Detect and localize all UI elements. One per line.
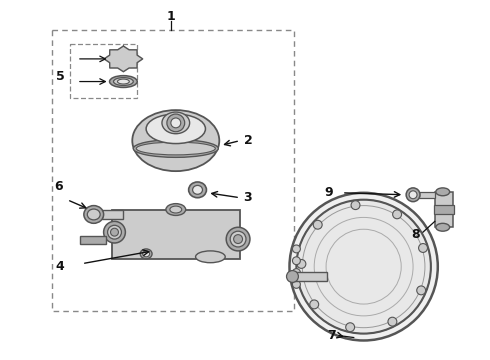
Ellipse shape bbox=[132, 110, 220, 171]
Circle shape bbox=[293, 280, 300, 288]
Circle shape bbox=[406, 188, 420, 202]
Circle shape bbox=[392, 210, 401, 219]
Ellipse shape bbox=[133, 140, 219, 157]
Ellipse shape bbox=[146, 114, 205, 144]
Circle shape bbox=[313, 220, 322, 229]
Text: 1: 1 bbox=[167, 10, 175, 23]
Ellipse shape bbox=[189, 182, 206, 198]
Ellipse shape bbox=[118, 79, 129, 84]
Ellipse shape bbox=[136, 142, 215, 155]
Circle shape bbox=[297, 260, 306, 268]
Ellipse shape bbox=[140, 249, 152, 259]
Bar bbox=[101, 210, 123, 219]
Text: 5: 5 bbox=[56, 70, 65, 83]
Circle shape bbox=[409, 191, 417, 199]
Ellipse shape bbox=[108, 225, 122, 239]
Ellipse shape bbox=[436, 223, 450, 231]
Circle shape bbox=[293, 245, 300, 253]
Circle shape bbox=[171, 118, 181, 128]
Circle shape bbox=[416, 286, 426, 295]
Text: 2: 2 bbox=[244, 134, 252, 147]
Text: 3: 3 bbox=[244, 191, 252, 204]
Ellipse shape bbox=[114, 78, 133, 85]
Polygon shape bbox=[104, 46, 143, 72]
Ellipse shape bbox=[166, 204, 186, 215]
Ellipse shape bbox=[87, 209, 100, 220]
Ellipse shape bbox=[162, 112, 190, 134]
Text: 4: 4 bbox=[56, 260, 65, 273]
Ellipse shape bbox=[196, 251, 225, 263]
Ellipse shape bbox=[170, 206, 182, 213]
Ellipse shape bbox=[230, 231, 246, 247]
Ellipse shape bbox=[84, 206, 103, 223]
Text: 7: 7 bbox=[327, 329, 335, 342]
Ellipse shape bbox=[234, 235, 243, 243]
Bar bbox=[70, 44, 137, 98]
Circle shape bbox=[310, 300, 318, 309]
Bar bbox=[52, 30, 294, 311]
Circle shape bbox=[296, 200, 431, 334]
Bar bbox=[435, 192, 453, 227]
Circle shape bbox=[293, 257, 300, 265]
Ellipse shape bbox=[103, 221, 125, 243]
Ellipse shape bbox=[436, 188, 450, 196]
Circle shape bbox=[293, 269, 300, 276]
Bar bbox=[112, 210, 240, 259]
Text: 8: 8 bbox=[412, 228, 420, 240]
Circle shape bbox=[167, 114, 185, 132]
Ellipse shape bbox=[111, 228, 119, 236]
Ellipse shape bbox=[143, 251, 149, 257]
Ellipse shape bbox=[226, 227, 250, 251]
Bar bbox=[293, 271, 327, 282]
Ellipse shape bbox=[110, 76, 137, 87]
Text: 6: 6 bbox=[54, 180, 62, 193]
Circle shape bbox=[290, 193, 438, 341]
Bar bbox=[80, 236, 106, 244]
Ellipse shape bbox=[193, 185, 202, 194]
Bar bbox=[434, 204, 454, 215]
Text: 9: 9 bbox=[325, 186, 333, 199]
Circle shape bbox=[418, 244, 427, 252]
Bar bbox=[419, 192, 435, 198]
Circle shape bbox=[346, 323, 355, 332]
Ellipse shape bbox=[287, 271, 298, 282]
Circle shape bbox=[388, 317, 397, 326]
Circle shape bbox=[351, 201, 360, 210]
